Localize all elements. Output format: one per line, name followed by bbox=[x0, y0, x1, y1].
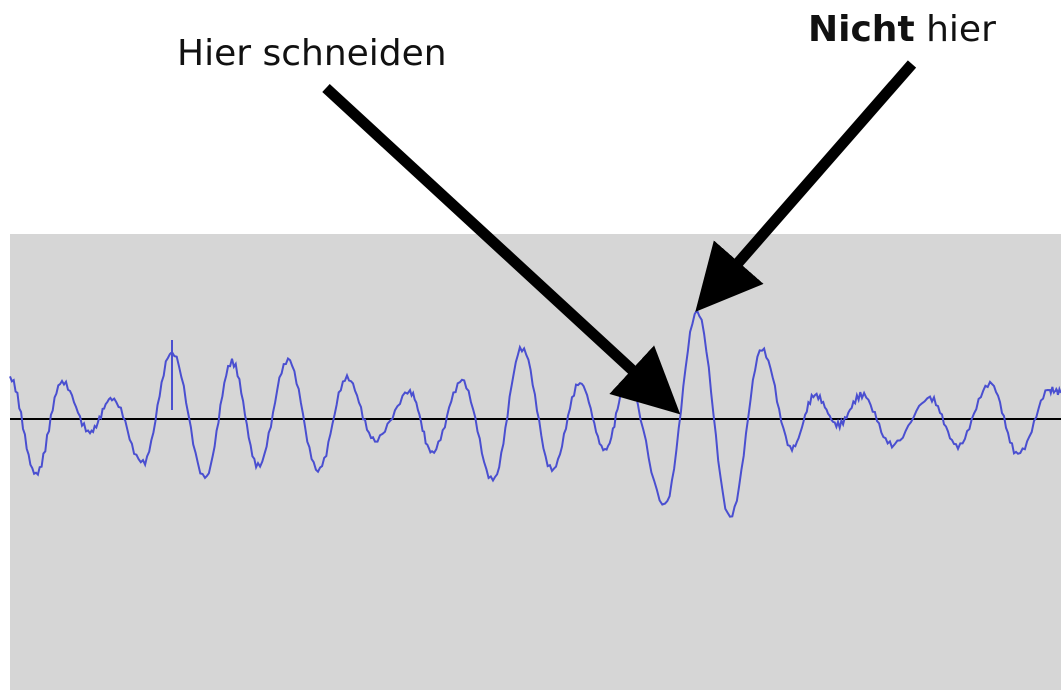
waveform-panel bbox=[10, 234, 1061, 690]
not-here-arrow bbox=[695, 60, 917, 312]
cut-here-arrow bbox=[322, 83, 681, 415]
cut-here-label: Hier schneiden bbox=[177, 33, 447, 74]
not-here-bold-word: Nicht bbox=[808, 9, 915, 50]
not-here-label: Nicht hier bbox=[808, 12, 996, 48]
audio-waveform bbox=[9, 308, 1061, 518]
not-here-rest-word: hier bbox=[914, 9, 996, 50]
